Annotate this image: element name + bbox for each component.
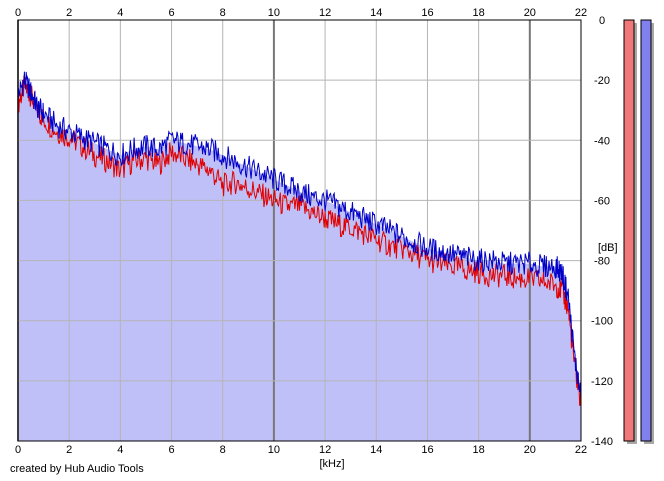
x-tick-label-top: 4 <box>117 7 123 19</box>
x-tick-label-top: 20 <box>524 7 536 19</box>
x-tick-label-bottom: 8 <box>220 444 226 456</box>
y-tick-label: -60 <box>594 195 610 207</box>
series-line-1 <box>17 71 582 399</box>
plot-frame <box>17 19 582 442</box>
x-tick-label-bottom: 0 <box>15 444 21 456</box>
axes <box>17 19 582 442</box>
x-tick-labels-bottom: 0 2 4 6 8 10 12 14 16 18 20 22 <box>15 444 587 456</box>
x-axis-label: [kHz] <box>319 458 344 470</box>
x-tick-label-bottom: 4 <box>117 444 123 456</box>
x-tick-labels-top: 0 2 4 6 8 10 12 14 16 18 20 22 <box>15 7 587 19</box>
x-tick-label-bottom: 16 <box>421 444 433 456</box>
level-meters <box>623 19 654 444</box>
y-tick-label: -80 <box>594 256 610 268</box>
y-tick-label: -100 <box>591 316 613 328</box>
credit-text: created by Hub Audio Tools <box>10 463 144 475</box>
x-tick-label-top: 10 <box>268 7 280 19</box>
y-tick-label: -20 <box>594 75 610 87</box>
x-tick-label-bottom: 12 <box>319 444 331 456</box>
x-tick-label-top: 22 <box>575 7 587 19</box>
x-tick-label-bottom: 2 <box>66 444 72 456</box>
x-tick-label-bottom: 10 <box>268 444 280 456</box>
x-tick-label-top: 14 <box>370 7 382 19</box>
meter-bar-0 <box>623 19 635 442</box>
y-tick-labels: 0 -20 -40 -60 -80 -100 -120 -140 <box>591 15 613 448</box>
x-tick-label-top: 6 <box>168 7 174 19</box>
x-tick-label-bottom: 18 <box>473 444 485 456</box>
x-tick-label-bottom: 22 <box>575 444 587 456</box>
x-tick-label-top: 12 <box>319 7 331 19</box>
x-tick-label-bottom: 14 <box>370 444 382 456</box>
x-tick-label-bottom: 20 <box>524 444 536 456</box>
y-tick-label: -140 <box>591 436 613 448</box>
y-axis-label: [dB] <box>598 242 618 254</box>
x-tick-label-bottom: 6 <box>168 444 174 456</box>
y-tick-label: -40 <box>594 135 610 147</box>
x-tick-label-top: 18 <box>473 7 485 19</box>
y-tick-label: -120 <box>591 376 613 388</box>
x-tick-label-top: 2 <box>66 7 72 19</box>
y-tick-label: 0 <box>599 15 605 27</box>
x-tick-label-top: 0 <box>15 7 21 19</box>
meter-bar-1 <box>640 19 652 442</box>
series-line-0 <box>17 75 582 406</box>
x-tick-label-top: 8 <box>220 7 226 19</box>
x-tick-label-top: 16 <box>421 7 433 19</box>
